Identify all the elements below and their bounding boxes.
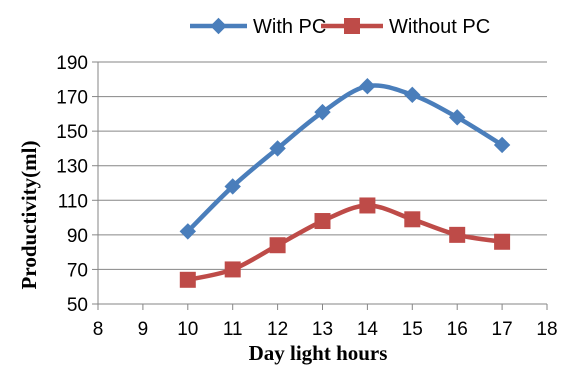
x-tick-label: 12 — [267, 319, 288, 340]
legend-label: Without PC — [389, 16, 490, 38]
y-tick-label: 190 — [56, 53, 88, 74]
y-tick-label: 130 — [56, 157, 88, 178]
square-marker — [269, 237, 286, 254]
series-2 — [179, 197, 511, 288]
legend-label: With PC — [253, 16, 326, 38]
x-tick-label: 11 — [223, 319, 243, 340]
x-tick-label: 18 — [536, 319, 557, 340]
y-tick-label: 50 — [67, 295, 88, 316]
grid-lines — [98, 61, 547, 305]
legend-diamond-marker — [210, 17, 227, 35]
diamond-marker — [314, 103, 331, 121]
diamond-marker — [448, 109, 466, 126]
x-tick-label: 10 — [177, 319, 198, 340]
diamond-marker — [359, 77, 376, 95]
y-axis-title: Productivity(ml) — [17, 141, 41, 290]
y-tick-label: 110 — [58, 191, 88, 212]
x-tick-label: 13 — [312, 319, 333, 340]
x-tick-label: 17 — [492, 319, 513, 340]
legend: With PC Without PC — [190, 16, 490, 38]
x-tick-label: 8 — [93, 319, 104, 340]
x-axis-title: Day light hours — [249, 341, 388, 365]
square-marker — [179, 271, 196, 288]
square-marker — [449, 226, 466, 243]
square-marker — [314, 213, 331, 230]
x-tick-label: 15 — [402, 319, 423, 340]
legend-item: With PC — [190, 16, 326, 38]
series — [179, 77, 511, 288]
square-marker — [404, 211, 421, 228]
axes — [92, 61, 548, 310]
series-1 — [179, 77, 511, 240]
diamond-marker — [404, 86, 421, 104]
y-tick-label: 170 — [56, 88, 88, 109]
x-tick-label: 16 — [447, 319, 468, 340]
diamond-marker — [493, 136, 511, 154]
square-marker — [494, 233, 511, 250]
diamond-marker — [224, 178, 241, 195]
y-tick-label: 150 — [56, 122, 88, 143]
x-tick-label: 9 — [138, 319, 149, 340]
square-marker — [359, 197, 376, 214]
y-tick-label: 90 — [67, 226, 88, 247]
y-tick-label: 70 — [67, 260, 88, 281]
legend-square-marker — [344, 18, 360, 34]
tick-labels: 50 70 90 110 130 150 170 190 8 9 10 11 12 13 14 15 16 17 1… — [56, 53, 557, 340]
x-tick-label: 14 — [357, 319, 379, 340]
square-marker — [224, 261, 241, 278]
legend-item: Without PC — [321, 16, 490, 38]
diamond-marker — [179, 223, 197, 240]
diamond-marker — [269, 140, 286, 157]
